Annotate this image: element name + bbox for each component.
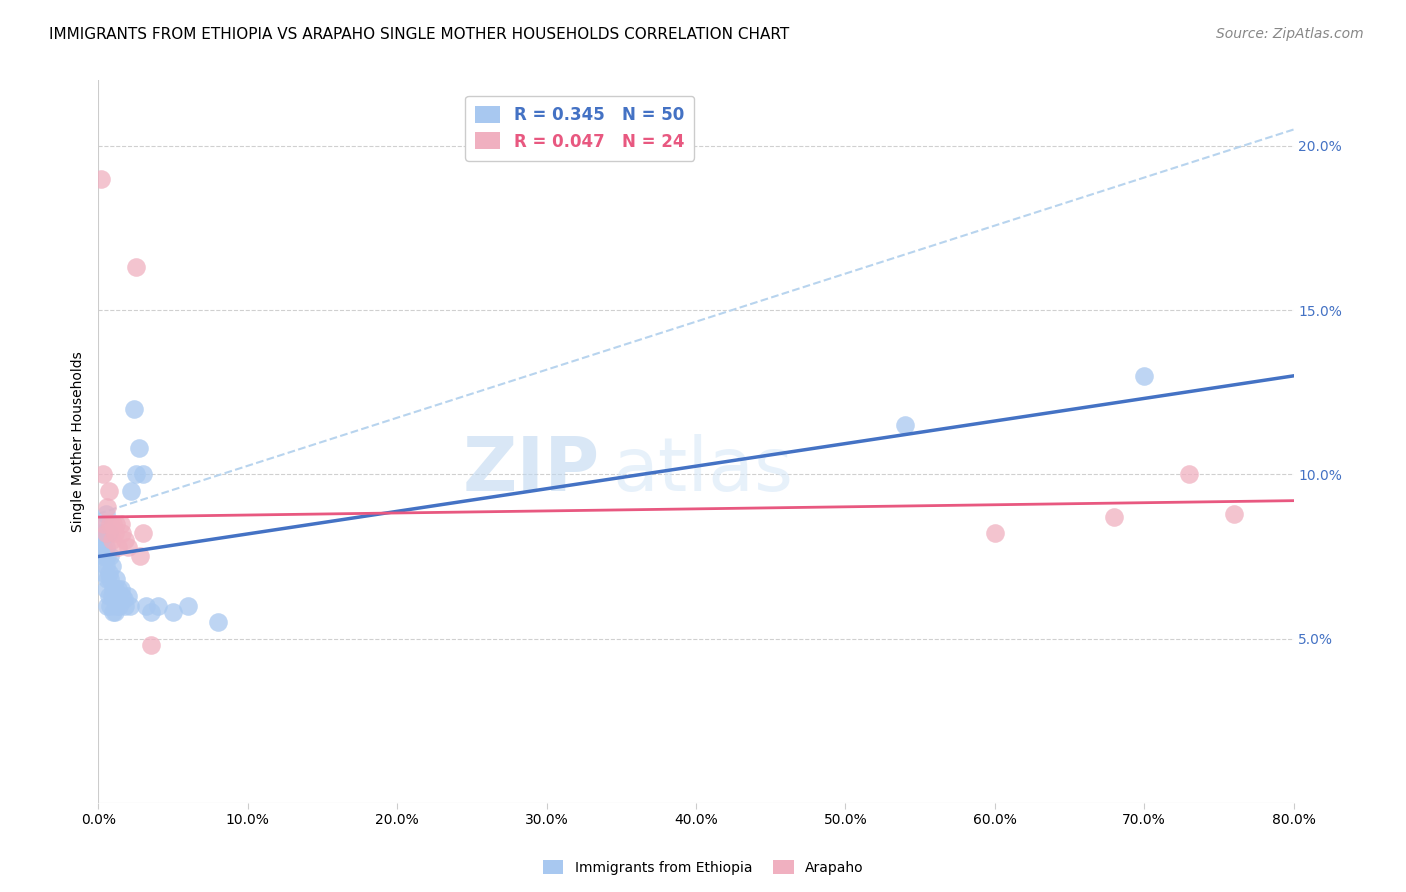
Point bbox=[93, 566, 115, 580]
Point bbox=[111, 526, 134, 541]
Point bbox=[98, 516, 122, 531]
Point bbox=[984, 526, 1007, 541]
Point bbox=[107, 582, 129, 597]
Point bbox=[111, 589, 134, 603]
Point bbox=[135, 599, 157, 613]
Text: IMMIGRANTS FROM ETHIOPIA VS ARAPAHO SINGLE MOTHER HOUSEHOLDS CORRELATION CHART: IMMIGRANTS FROM ETHIOPIA VS ARAPAHO SING… bbox=[49, 27, 789, 42]
Text: ZIP: ZIP bbox=[463, 434, 600, 507]
Point bbox=[128, 441, 150, 455]
Point bbox=[101, 559, 124, 574]
Point bbox=[108, 599, 131, 613]
Point bbox=[125, 467, 148, 482]
Point bbox=[89, 533, 111, 547]
Point bbox=[1223, 507, 1246, 521]
Point bbox=[1104, 510, 1126, 524]
Point bbox=[117, 540, 139, 554]
Point bbox=[96, 500, 118, 515]
Point bbox=[125, 260, 148, 275]
Point bbox=[105, 516, 128, 531]
Y-axis label: Single Mother Households: Single Mother Households bbox=[72, 351, 86, 532]
Point bbox=[94, 582, 117, 597]
Point bbox=[97, 589, 120, 603]
Point bbox=[97, 566, 120, 580]
Point bbox=[91, 516, 114, 531]
Point bbox=[96, 549, 118, 564]
Point bbox=[90, 171, 112, 186]
Point bbox=[90, 526, 112, 541]
Point bbox=[118, 599, 141, 613]
Point bbox=[104, 582, 127, 597]
Point bbox=[96, 599, 118, 613]
Point bbox=[117, 589, 139, 603]
Point bbox=[93, 526, 115, 541]
Point bbox=[177, 599, 200, 613]
Point bbox=[120, 483, 142, 498]
Point bbox=[132, 526, 155, 541]
Point bbox=[114, 533, 136, 547]
Point bbox=[107, 540, 129, 554]
Point bbox=[112, 592, 135, 607]
Point bbox=[110, 516, 132, 531]
Point bbox=[93, 549, 115, 564]
Point bbox=[139, 605, 162, 619]
Point bbox=[98, 573, 122, 587]
Point bbox=[105, 573, 128, 587]
Point bbox=[93, 516, 115, 531]
Point bbox=[94, 526, 117, 541]
Point bbox=[132, 467, 155, 482]
Point bbox=[97, 526, 120, 541]
Point bbox=[104, 605, 127, 619]
Point bbox=[139, 638, 162, 652]
Point bbox=[101, 589, 124, 603]
Point bbox=[1178, 467, 1201, 482]
Text: atlas: atlas bbox=[613, 434, 793, 507]
Point bbox=[91, 467, 114, 482]
Text: Source: ZipAtlas.com: Source: ZipAtlas.com bbox=[1216, 27, 1364, 41]
Point bbox=[96, 573, 118, 587]
Point bbox=[94, 559, 117, 574]
Point bbox=[110, 582, 132, 597]
Point bbox=[162, 605, 184, 619]
Point bbox=[148, 599, 170, 613]
Point bbox=[91, 540, 114, 554]
Point bbox=[124, 401, 146, 416]
Point bbox=[103, 605, 125, 619]
Point bbox=[101, 533, 124, 547]
Point bbox=[103, 516, 125, 531]
Point bbox=[105, 599, 128, 613]
Point bbox=[97, 483, 120, 498]
Point bbox=[103, 582, 125, 597]
Point bbox=[129, 549, 152, 564]
Point bbox=[98, 549, 122, 564]
Point bbox=[104, 526, 127, 541]
Point bbox=[90, 549, 112, 564]
Legend: Immigrants from Ethiopia, Arapaho: Immigrants from Ethiopia, Arapaho bbox=[537, 855, 869, 880]
Point bbox=[207, 615, 229, 630]
Point bbox=[94, 507, 117, 521]
Point bbox=[94, 540, 117, 554]
Legend: R = 0.345   N = 50, R = 0.047   N = 24: R = 0.345 N = 50, R = 0.047 N = 24 bbox=[465, 95, 695, 161]
Point bbox=[98, 599, 122, 613]
Point bbox=[1133, 368, 1156, 383]
Point bbox=[114, 599, 136, 613]
Point bbox=[894, 418, 917, 433]
